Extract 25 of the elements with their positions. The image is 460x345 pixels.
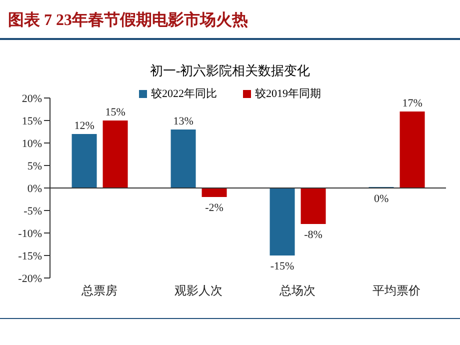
legend-label: 较2019年同期 <box>254 87 321 101</box>
x-tick-label: 平均票价 <box>372 284 420 298</box>
x-tick-label: 观影人次 <box>174 284 222 298</box>
y-tick-label: -5% <box>24 205 42 218</box>
data-label: 12% <box>74 120 94 132</box>
chart-title: 图表 7 23年春节假期电影市场火热 <box>8 10 248 31</box>
data-label: 17% <box>402 98 422 110</box>
x-tick-label: 总票房 <box>80 284 118 298</box>
y-tick-label: -15% <box>18 250 42 262</box>
data-label: -8% <box>304 229 322 241</box>
data-label: 0% <box>374 193 389 205</box>
data-label: 15% <box>105 106 126 118</box>
data-label: 13% <box>173 116 194 128</box>
y-tick-label: 0% <box>27 182 42 195</box>
chart-subtitle: 初一-初六影院相关数据变化 <box>148 62 312 80</box>
legend-label: 较2022年同比 <box>150 87 217 101</box>
data-label: -15% <box>270 260 294 272</box>
y-tick-label: 20% <box>22 92 42 105</box>
y-tick-label: 5% <box>27 160 42 172</box>
x-tick-label: 总场次 <box>278 284 316 298</box>
y-tick-label: -10% <box>18 228 42 240</box>
y-tick-label: -20% <box>18 272 42 285</box>
data-label: -2% <box>205 202 224 214</box>
y-tick-label: 10% <box>22 138 42 150</box>
y-tick-label: 15% <box>22 115 42 128</box>
